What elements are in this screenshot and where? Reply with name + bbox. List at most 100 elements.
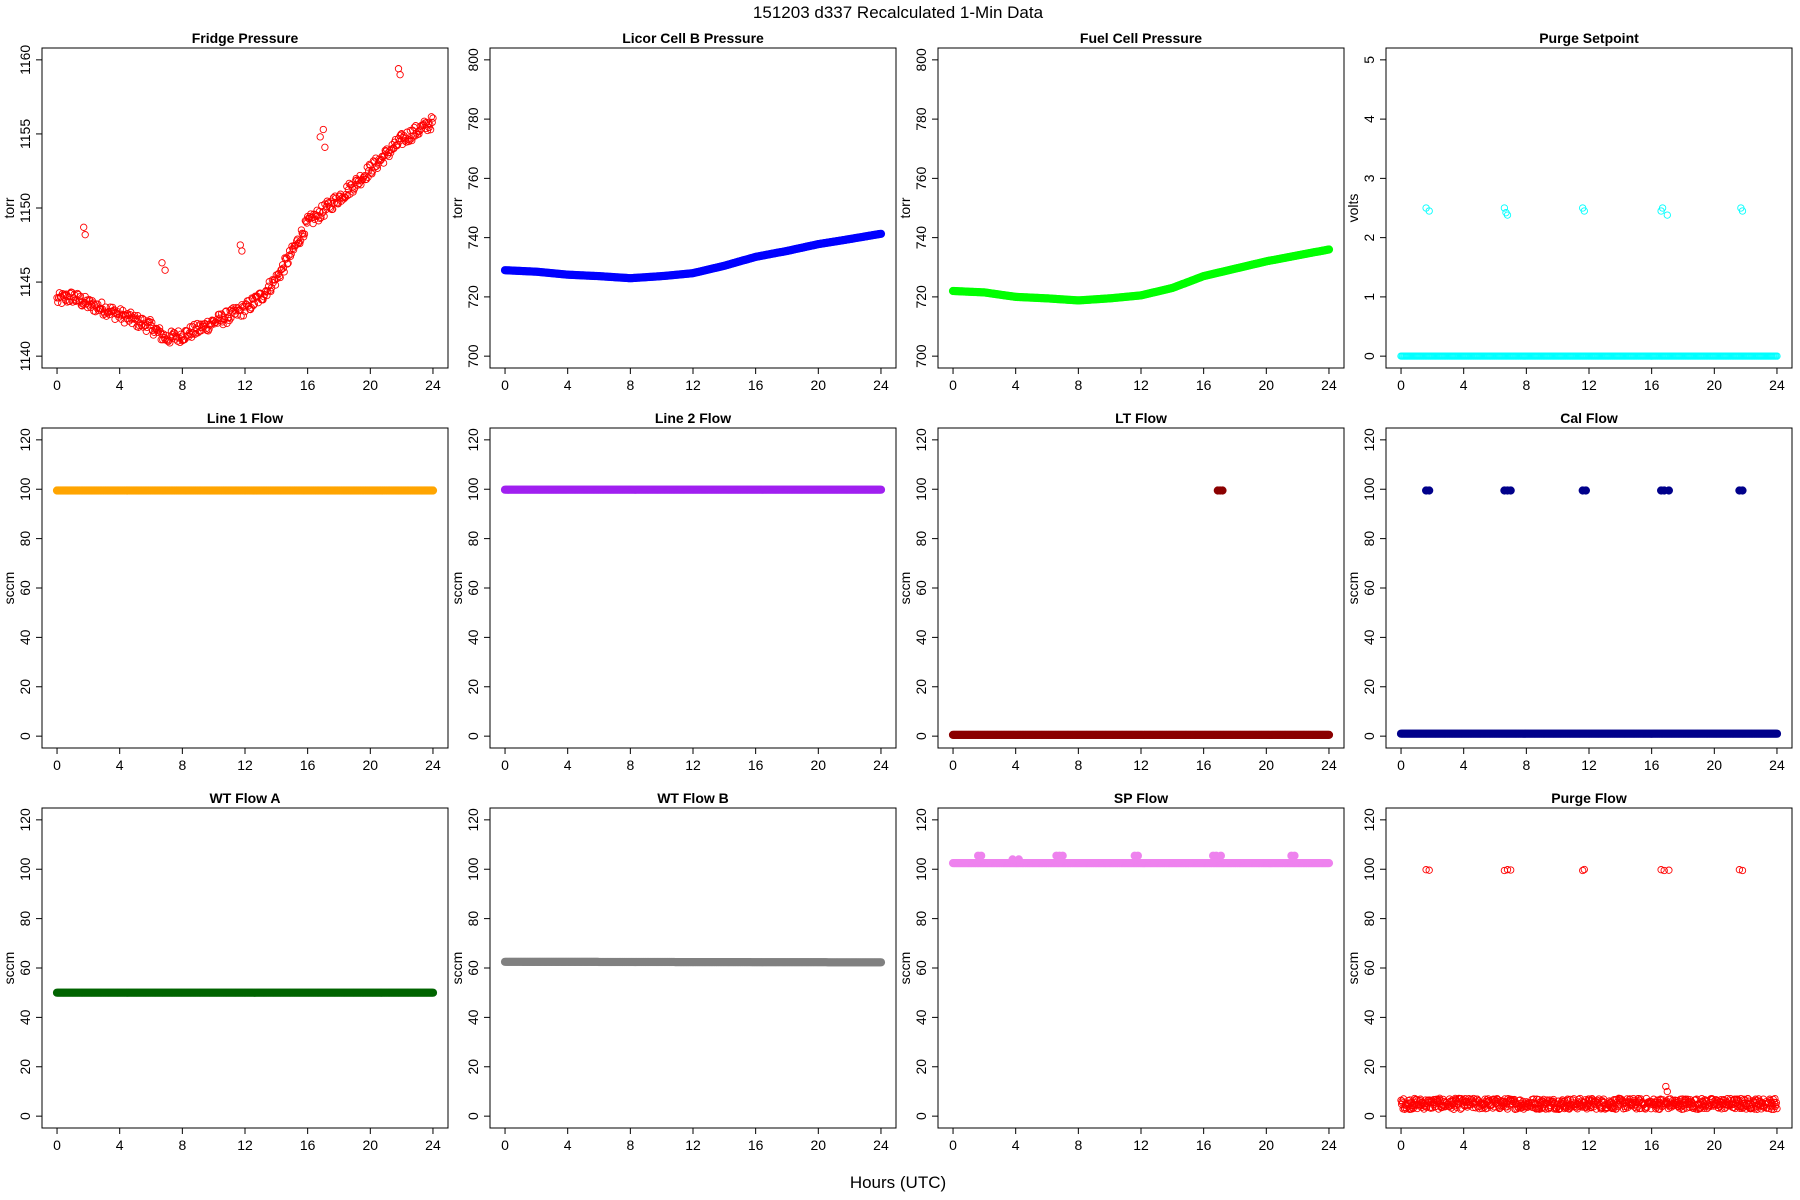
- panel-title: Line 2 Flow: [655, 410, 731, 426]
- x-tick-label: 0: [53, 1137, 61, 1153]
- y-tick-label: 20: [913, 1059, 929, 1075]
- y-tick-label: 100: [1361, 477, 1377, 501]
- data-point: [876, 485, 886, 494]
- panel-title: Fuel Cell Pressure: [1080, 30, 1202, 46]
- y-tick-label: 40: [17, 1009, 33, 1025]
- panel-frame: [937, 47, 1345, 369]
- data-point: [396, 71, 404, 79]
- y-tick-label: 740: [465, 226, 481, 250]
- data-point: [385, 152, 393, 161]
- x-tick-label: 24: [1321, 377, 1337, 393]
- y-tick-label: 80: [1361, 911, 1377, 927]
- data-point: [295, 238, 303, 246]
- y-tick-label: 40: [913, 1009, 929, 1025]
- data-point: [166, 339, 174, 347]
- x-tick-label: 16: [300, 1137, 316, 1153]
- panel-title: Purge Setpoint: [1539, 30, 1639, 46]
- panel-title: WT Flow A: [209, 790, 280, 806]
- y-tick-label: 60: [465, 580, 481, 596]
- y-axis-label: torr: [1, 197, 17, 218]
- data-point: [289, 246, 298, 254]
- y-tick-label: 40: [913, 629, 929, 645]
- data-point: [329, 205, 337, 213]
- series-group: [500, 229, 886, 283]
- data-point: [1772, 729, 1782, 738]
- data-point: [276, 273, 284, 282]
- data-point: [1425, 486, 1434, 495]
- data-point: [362, 175, 371, 183]
- data-point: [342, 190, 350, 199]
- data-point: [357, 181, 365, 189]
- x-tick-label: 12: [1581, 1137, 1597, 1153]
- data-point: [237, 312, 245, 320]
- y-tick-label: 100: [17, 477, 33, 501]
- x-tick-label: 0: [949, 377, 957, 393]
- x-tick-label: 8: [626, 377, 634, 393]
- y-tick-label: 60: [17, 960, 33, 976]
- y-axis-label: torr: [449, 197, 465, 218]
- x-tick-label: 12: [685, 377, 701, 393]
- x-tick-label: 12: [1581, 757, 1597, 773]
- x-tick-label: 24: [1769, 1137, 1785, 1153]
- x-tick-label: 8: [1074, 377, 1082, 393]
- y-axis-label: sccm: [1345, 952, 1361, 985]
- x-tick-label: 16: [748, 1137, 764, 1153]
- data-point: [1738, 486, 1747, 495]
- panel-title: WT Flow B: [657, 790, 729, 806]
- y-tick-label: 1145: [17, 267, 33, 297]
- x-tick-label: 0: [1397, 377, 1405, 393]
- series-group: [948, 851, 1334, 868]
- panel-title: Fridge Pressure: [192, 30, 299, 46]
- x-tick-label: 4: [564, 377, 572, 393]
- y-tick-label: 800: [465, 48, 481, 72]
- y-tick-label: 700: [465, 344, 481, 368]
- data-point: [428, 486, 438, 495]
- data-point: [267, 287, 275, 296]
- panel-frame: [41, 807, 449, 1129]
- y-tick-label: 720: [465, 285, 481, 309]
- x-tick-label: 16: [1196, 757, 1212, 773]
- y-tick-label: 100: [465, 477, 481, 501]
- data-point: [267, 284, 276, 292]
- y-tick-label: 40: [465, 629, 481, 645]
- y-tick-label: 80: [1361, 531, 1377, 547]
- y-tick-label: 20: [17, 1059, 33, 1075]
- data-point: [319, 208, 327, 216]
- y-tick-label: 80: [17, 531, 33, 547]
- x-tick-label: 8: [1074, 757, 1082, 773]
- panel-frame: [41, 47, 449, 369]
- data-point: [263, 291, 271, 300]
- x-tick-label: 4: [116, 757, 124, 773]
- y-tick-label: 20: [1361, 679, 1377, 695]
- data-point: [283, 260, 291, 268]
- data-point: [284, 259, 292, 267]
- data-point: [426, 126, 435, 134]
- y-tick-label: 1160: [17, 45, 33, 75]
- x-tick-label: 24: [873, 757, 889, 773]
- data-point: [105, 307, 113, 316]
- x-tick-label: 0: [1397, 1137, 1405, 1153]
- data-point: [876, 958, 886, 967]
- data-point: [210, 320, 219, 328]
- panel-frame: [1385, 47, 1793, 369]
- x-tick-label: 0: [53, 757, 61, 773]
- data-point: [388, 141, 396, 149]
- x-tick-label: 20: [1259, 1137, 1275, 1153]
- x-tick-label: 24: [1769, 377, 1785, 393]
- panel-title: Purge Flow: [1551, 790, 1627, 806]
- y-tick-label: 120: [465, 808, 481, 832]
- x-tick-label: 4: [1460, 377, 1468, 393]
- data-point: [1290, 851, 1299, 860]
- data-point: [1218, 486, 1227, 495]
- x-axis-title: Hours (UTC): [850, 1173, 946, 1192]
- x-tick-label: 8: [1522, 757, 1530, 773]
- data-point: [158, 259, 166, 267]
- y-tick-label: 800: [913, 48, 929, 72]
- data-point: [300, 230, 309, 238]
- y-tick-label: 760: [913, 166, 929, 190]
- data-point: [394, 65, 403, 73]
- x-tick-label: 16: [1196, 377, 1212, 393]
- data-point: [225, 316, 233, 325]
- data-point: [300, 233, 308, 241]
